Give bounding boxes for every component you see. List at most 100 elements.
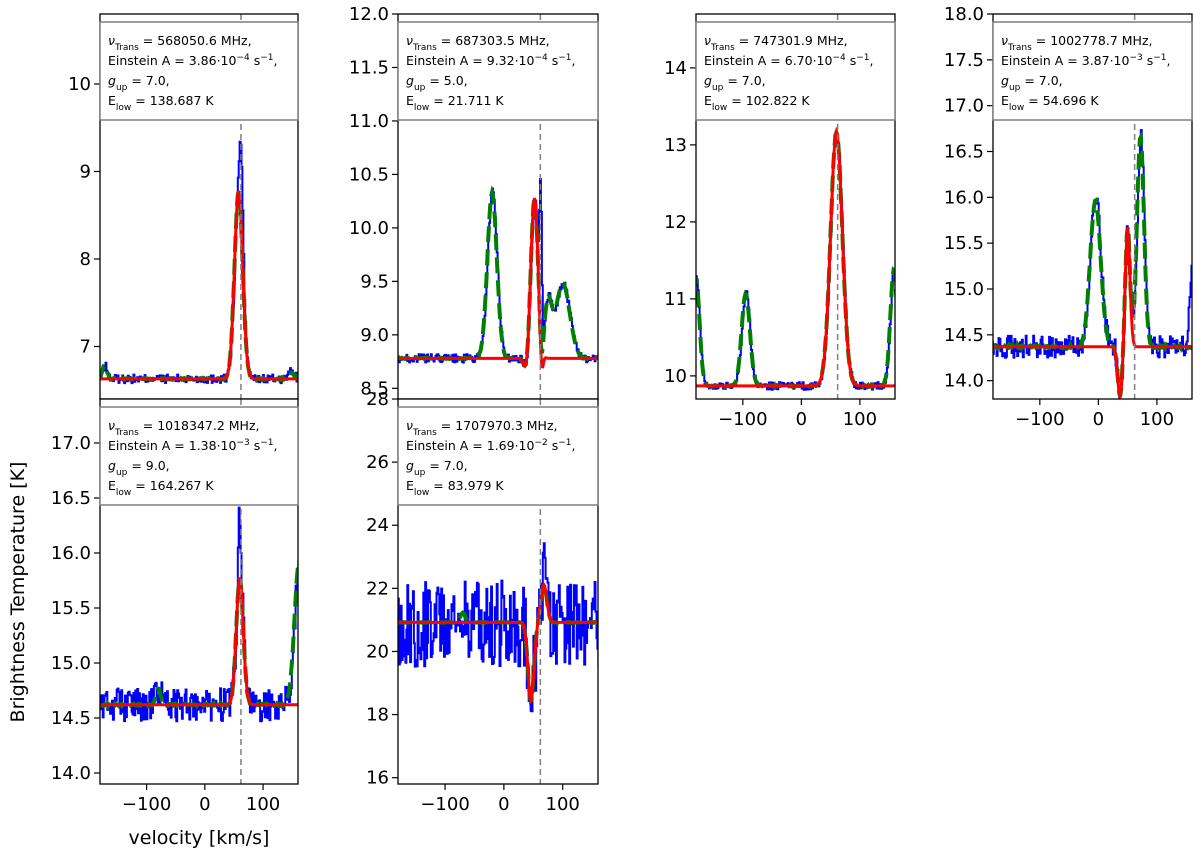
elow-label: Elow = 102.822 K	[704, 93, 810, 113]
y-tick-label: 14	[664, 58, 687, 79]
y-tick-label: 16.0	[944, 187, 984, 208]
x-tick-label: 0	[1093, 409, 1104, 430]
info-text-part: −4	[832, 53, 846, 63]
info-text-part: Trans	[412, 43, 437, 53]
info-text-part: low	[712, 103, 727, 113]
info-text-part: −1	[1153, 53, 1166, 63]
x-tick-label: −100	[122, 794, 171, 815]
info-text-part: −4	[236, 53, 250, 63]
model-component-line	[398, 197, 598, 369]
info-text-part: Einstein A = 3.86·10	[108, 53, 236, 68]
model-component-line	[993, 227, 1192, 399]
freq-label: νTrans = 747301.9 MHz,	[704, 33, 848, 53]
info-text-part: up	[116, 83, 128, 93]
gup-label: gup = 7.0,	[704, 73, 766, 93]
panel-p6: 16 18 20 22 24 26 28 −100 0 100 νTrans = 1707970.3…	[366, 389, 599, 815]
line-info-box	[695, 21, 896, 121]
plot-series	[398, 399, 598, 784]
info-text-part: = 7.0,	[723, 73, 765, 88]
y-tick-label: 10.5	[349, 164, 389, 185]
y-tick-label: 16.5	[944, 142, 984, 163]
x-tick-label: 0	[199, 794, 210, 815]
y-tick-label: 14.0	[944, 371, 984, 392]
info-text-part: s	[1143, 53, 1154, 68]
y-tick-label: 17.5	[944, 50, 984, 71]
einstein-label: Einstein A = 1.69·10−2 s−1,	[406, 438, 576, 453]
line-info-box	[99, 21, 299, 121]
info-text-part: E	[406, 93, 414, 108]
info-text-part: −3	[1129, 53, 1142, 63]
x-tick-label: 0	[796, 409, 807, 430]
info-text-part: s	[846, 53, 857, 68]
info-text-part: ,	[572, 438, 576, 453]
info-text-part: s	[548, 53, 559, 68]
info-text-part: = 138.687 K	[131, 93, 214, 108]
y-tick-label: 14.0	[51, 763, 91, 784]
model-component-line	[696, 126, 895, 388]
info-text-part: Trans	[1007, 43, 1032, 53]
elow-label: Elow = 83.979 K	[406, 478, 504, 498]
y-tick-label: 16.5	[51, 488, 91, 509]
info-text-part: E	[108, 478, 116, 493]
info-text-part: −1	[558, 53, 571, 63]
panel-frame	[397, 398, 599, 785]
y-tick-label: 10	[68, 74, 91, 95]
freq-label: νTrans = 568050.6 MHz,	[108, 33, 252, 53]
info-text-part: g	[108, 73, 116, 88]
info-text-part: −4	[534, 53, 548, 63]
info-text-part: = 54.696 K	[1024, 93, 1099, 108]
freq-label: νTrans = 687303.5 MHz,	[406, 33, 550, 53]
gup-label: gup = 9.0,	[108, 458, 170, 478]
info-text-part: −3	[236, 438, 249, 448]
line-info-box	[99, 406, 299, 506]
y-tick-label: 15.0	[944, 279, 984, 300]
y-tick-label: 24	[366, 515, 389, 536]
y-tick-label: 28	[366, 389, 389, 410]
panel-p4: 14.0 14.5 15.0 15.5 16.0 16.5 17.0 17.5 18.0 −100…	[944, 4, 1193, 430]
y-tick-label: 15.5	[944, 233, 984, 254]
info-text-part: = 747301.9 MHz,	[735, 33, 848, 48]
info-text-part: low	[414, 103, 429, 113]
info-text-part: E	[1001, 93, 1009, 108]
y-tick-label: 13	[664, 135, 687, 156]
y-tick-label: 11.0	[349, 111, 389, 132]
y-tick-label: 26	[366, 452, 389, 473]
info-text-part: ,	[274, 438, 278, 453]
info-text-part: E	[704, 93, 712, 108]
info-text-part: g	[406, 458, 414, 473]
info-text-part: = 21.711 K	[429, 93, 504, 108]
freq-label: νTrans = 1002778.7 MHz,	[1001, 33, 1153, 53]
info-text-part: Einstein A = 1.69·10	[406, 438, 534, 453]
y-tick-label: 15.5	[51, 598, 91, 619]
y-tick-label: 16.0	[51, 543, 91, 564]
y-tick-label: 14.5	[944, 325, 984, 346]
einstein-label: Einstein A = 3.86·10−4 s−1,	[108, 53, 278, 68]
gup-label: gup = 7.0,	[406, 458, 468, 478]
info-text-part: Einstein A = 9.32·10	[406, 53, 534, 68]
info-text-part: −2	[534, 438, 547, 448]
einstein-label: Einstein A = 1.38·10−3 s−1,	[108, 438, 278, 453]
info-text-part: ν	[704, 33, 711, 48]
elow-label: Elow = 21.711 K	[406, 93, 504, 113]
info-text-part: g	[406, 73, 414, 88]
y-axis-label: Brightness Temperature [K]	[7, 462, 29, 723]
x-tick-label: 100	[843, 409, 877, 430]
info-text-part: ,	[1167, 53, 1171, 68]
info-text-part: s	[250, 53, 261, 68]
info-text-part: s	[548, 438, 559, 453]
info-text-part: = 1018347.2 MHz,	[139, 418, 260, 433]
info-text-part: Trans	[114, 428, 139, 438]
elow-label: Elow = 164.267 K	[108, 478, 214, 498]
y-tick-label: 14.5	[51, 708, 91, 729]
info-text-part: = 7.0,	[1020, 73, 1062, 88]
panel-frame	[695, 13, 896, 400]
y-tick-label: 12.0	[349, 4, 389, 25]
y-tick-label: 12	[664, 212, 687, 233]
info-text-part: low	[414, 488, 429, 498]
x-tick-label: −100	[1015, 409, 1064, 430]
x-tick-label: −100	[420, 794, 469, 815]
y-tick-label: 11.5	[349, 57, 389, 78]
info-text-part: = 7.0,	[127, 73, 169, 88]
info-text-part: up	[1009, 83, 1021, 93]
